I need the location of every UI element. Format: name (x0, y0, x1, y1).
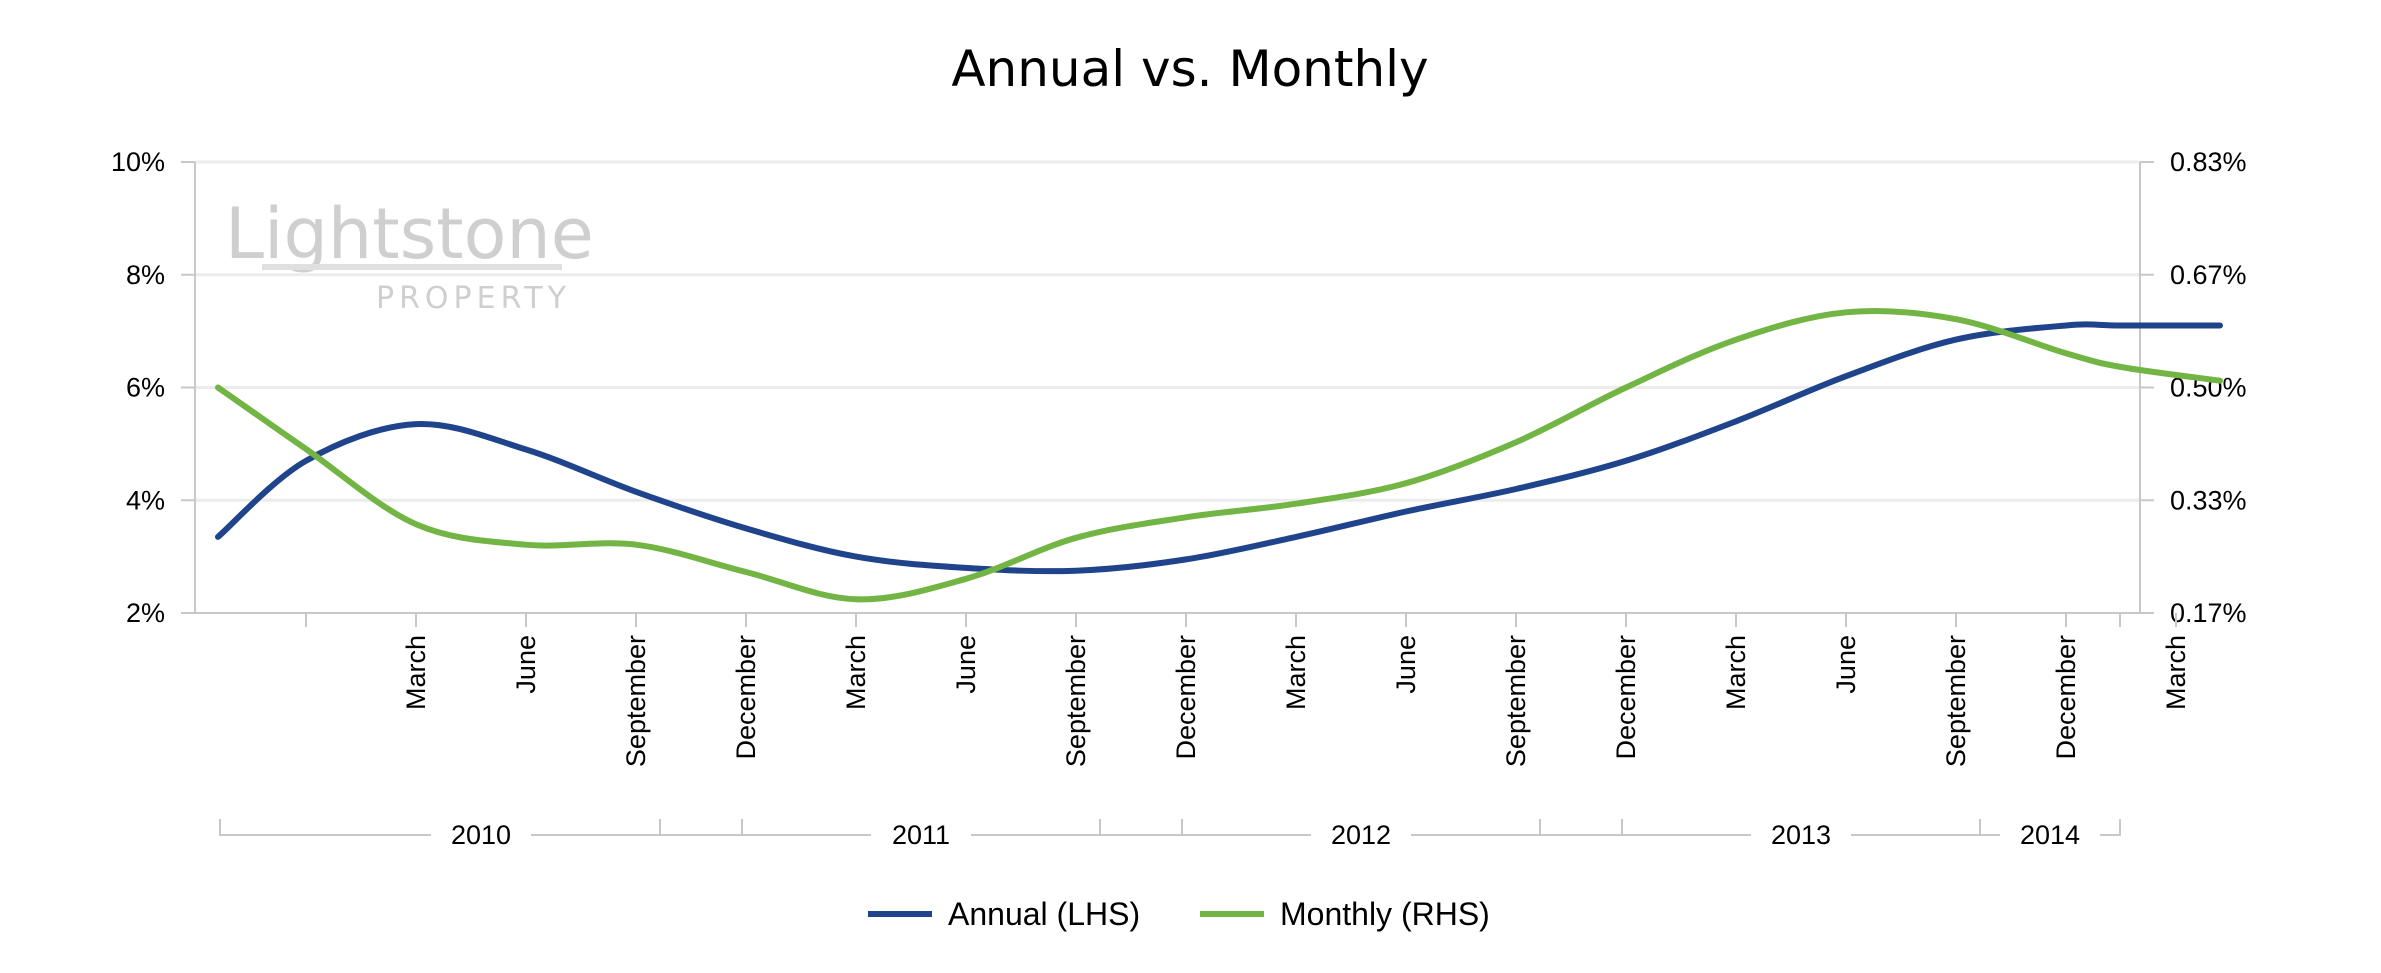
year-label-backdrop (1751, 813, 1851, 847)
x-axis-category-label: March (401, 635, 431, 710)
axes: 10% 0.83%8% 0.67%6% 0.50%4% 0.33%2% 0.17%Marc… (111, 147, 2247, 850)
watermark-underline (262, 264, 562, 270)
series (215, 307, 2223, 603)
legend: Annual (LHS) Monthly (RHS) (868, 896, 1490, 932)
left-axis-tick-label: 2% (126, 598, 165, 628)
left-axis-tick-label: 8% (126, 260, 165, 290)
right-axis-tick-label: 0.83% (2170, 147, 2247, 177)
x-axis-category-label: June (1831, 635, 1861, 694)
legend-label: Monthly (RHS) (1280, 896, 1490, 932)
chart-title: Annual vs. Monthly (951, 40, 1428, 98)
x-axis-category-label: September (1941, 635, 1971, 767)
left-axis-tick-label: 4% (126, 485, 165, 515)
annual-series-line (215, 321, 2223, 575)
x-axis-category-label: June (511, 635, 541, 694)
year-label: 2011 (892, 820, 950, 850)
year-label-backdrop (871, 813, 971, 847)
legend-label: Annual (LHS) (948, 896, 1140, 932)
x-axis-category-label: March (1721, 635, 1751, 710)
right-axis-tick-label: 0.17% (2170, 598, 2247, 628)
right-axis-tick-label: 0.67% (2170, 260, 2247, 290)
x-axis-category-label: March (841, 635, 871, 710)
x-axis-category-label: September (1061, 635, 1091, 767)
x-axis-category-label: December (731, 635, 761, 760)
year-label: 2012 (1331, 820, 1391, 850)
left-axis-tick-label: 6% (126, 373, 165, 403)
x-axis-category-label: March (1281, 635, 1311, 710)
watermark: Lightstone PROPERTY (225, 193, 594, 316)
x-axis-category-label: December (2051, 635, 2081, 760)
x-axis-category-label: June (1391, 635, 1421, 694)
year-label: 2010 (451, 820, 511, 850)
x-axis-category-label: December (1171, 635, 1201, 760)
monthly-series-line (215, 307, 2223, 603)
x-axis-category-label: December (1611, 635, 1641, 760)
year-label: 2013 (1771, 820, 1831, 850)
right-axis-tick-label: 0.33% (2170, 485, 2247, 515)
watermark-logo-text: Lightstone (225, 193, 594, 275)
year-label-backdrop (1311, 813, 1411, 847)
year-label: 2014 (2020, 820, 2080, 850)
year-label-backdrop (2000, 813, 2100, 847)
x-axis-category-label: September (1501, 635, 1531, 767)
watermark-sub-text: PROPERTY (376, 281, 571, 316)
x-axis-category-label: March (2161, 635, 2191, 710)
year-label-backdrop (431, 813, 531, 847)
left-axis-tick-label: 10% (111, 147, 165, 177)
x-axis-category-label: June (951, 635, 981, 694)
gridlines (195, 160, 2140, 614)
x-axis-category-label: September (621, 635, 651, 767)
